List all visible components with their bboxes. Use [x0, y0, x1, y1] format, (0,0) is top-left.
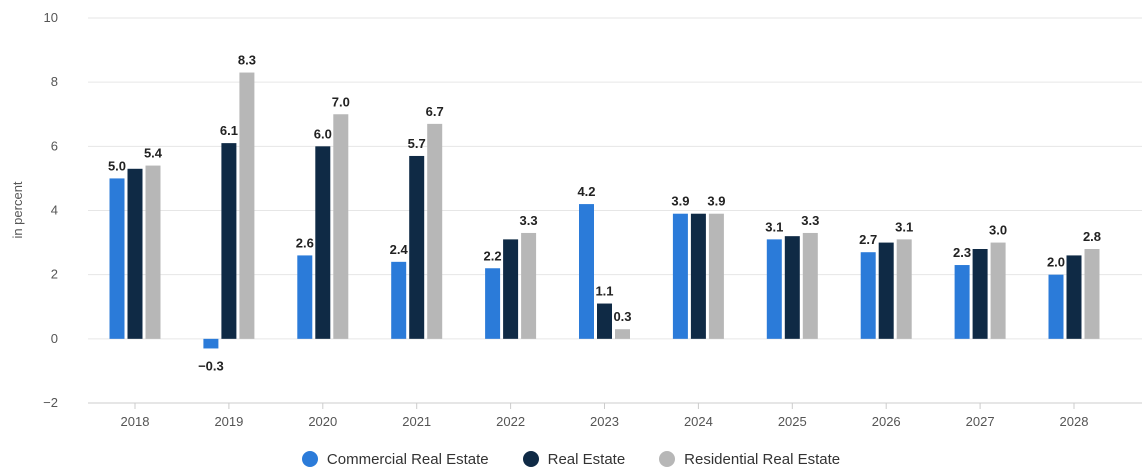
legend-label: Residential Real Estate	[684, 450, 841, 468]
data-label: 5.7	[408, 136, 426, 151]
legend-item-commercial-real-estate[interactable]: Commercial Real Estate	[301, 450, 489, 468]
bar	[485, 268, 501, 339]
data-label: 4.2	[577, 184, 595, 199]
bar	[672, 213, 688, 339]
x-tick-label: 2023	[590, 414, 619, 429]
y-axis-title: in percent	[10, 181, 25, 238]
data-label: 2.6	[296, 235, 314, 250]
y-tick-label: 6	[51, 138, 58, 153]
bar	[766, 239, 782, 339]
bar	[784, 236, 800, 339]
bar	[615, 329, 630, 339]
bar	[1066, 255, 1082, 339]
bar	[972, 249, 988, 339]
y-tick-label: 8	[51, 74, 58, 89]
data-label: 3.1	[765, 219, 783, 234]
x-tick-label: 2024	[684, 414, 713, 429]
data-label: 2.8	[1083, 229, 1101, 244]
bar	[109, 178, 125, 339]
bar	[221, 143, 237, 339]
x-tick-label: 2018	[121, 414, 150, 429]
data-label: 0.3	[613, 309, 631, 324]
data-label: 3.3	[520, 213, 538, 228]
bar	[896, 239, 912, 339]
bar	[690, 213, 706, 339]
legend: Commercial Real Estate Real Estate Resid…	[0, 448, 1142, 470]
bar	[409, 155, 425, 339]
x-tick-label: 2027	[966, 414, 995, 429]
bar	[708, 213, 724, 339]
data-label: 3.0	[989, 223, 1007, 238]
data-label: 6.7	[426, 104, 444, 119]
bar	[503, 239, 519, 339]
y-tick-label: 4	[51, 203, 58, 218]
data-label: 2.3	[953, 245, 971, 260]
data-label: 2.4	[390, 242, 409, 257]
bar	[521, 232, 537, 339]
data-label: 3.3	[801, 213, 819, 228]
x-axis: 2018 2019 2020 2021 2022 2023 2024 2025 2026 2027…	[121, 403, 1089, 429]
x-tick-label: 2020	[308, 414, 337, 429]
y-tick-label: 2	[51, 267, 58, 282]
y-axis: −2 0 2 4 6 8 10	[43, 10, 58, 410]
data-label: −0.3	[198, 358, 224, 373]
bar	[597, 303, 612, 339]
bar	[145, 165, 161, 339]
bar	[239, 72, 255, 339]
legend-marker-icon	[659, 451, 676, 467]
bar	[990, 242, 1006, 339]
data-labels: 5.0 5.4 −0.3 6.1 8.3 2.6 6.0 7.0 2.4 5.7 6.7 2.2 3.3…	[108, 53, 1101, 374]
x-tick-label: 2028	[1060, 414, 1089, 429]
data-label: 2.7	[859, 232, 877, 247]
data-label: 8.3	[238, 53, 256, 68]
data-label: 3.9	[707, 194, 725, 209]
x-tick-label: 2022	[496, 414, 525, 429]
bar	[333, 114, 349, 339]
data-label: 7.0	[332, 94, 350, 109]
bar	[860, 252, 876, 339]
bar	[579, 204, 594, 339]
x-tick-label: 2025	[778, 414, 807, 429]
data-label: 5.0	[108, 158, 126, 173]
bar	[315, 146, 331, 339]
legend-marker-icon	[522, 451, 539, 467]
gridlines	[88, 17, 1142, 404]
legend-item-residential-real-estate[interactable]: Residential Real Estate	[659, 451, 840, 468]
bar	[297, 255, 313, 339]
bar	[391, 261, 407, 339]
data-label: 5.4	[144, 146, 163, 161]
data-label: 2.0	[1047, 255, 1065, 270]
bar	[127, 168, 143, 339]
x-tick-label: 2026	[872, 414, 901, 429]
legend-label: Commercial Real Estate	[326, 450, 489, 468]
data-label: 1.1	[595, 284, 613, 299]
data-label: 3.9	[671, 194, 689, 209]
bar	[802, 232, 818, 339]
bars	[109, 72, 1100, 349]
x-tick-label: 2019	[214, 414, 243, 429]
y-tick-label: 0	[51, 331, 58, 346]
y-tick-label: −2	[43, 395, 58, 410]
y-tick-label: 10	[44, 10, 58, 25]
bar	[954, 265, 970, 339]
legend-label: Real Estate	[547, 450, 626, 468]
bar	[427, 123, 443, 339]
bar	[878, 242, 894, 339]
bar	[203, 338, 219, 349]
data-label: 3.1	[895, 219, 913, 234]
data-label: 6.1	[220, 123, 238, 138]
legend-item-real-estate[interactable]: Real Estate	[522, 450, 626, 468]
data-label: 6.0	[314, 126, 332, 141]
bar	[1048, 274, 1064, 339]
data-label: 2.2	[484, 248, 502, 263]
legend-marker-icon	[301, 451, 318, 467]
x-tick-label: 2021	[402, 414, 431, 429]
bar	[1084, 249, 1100, 339]
